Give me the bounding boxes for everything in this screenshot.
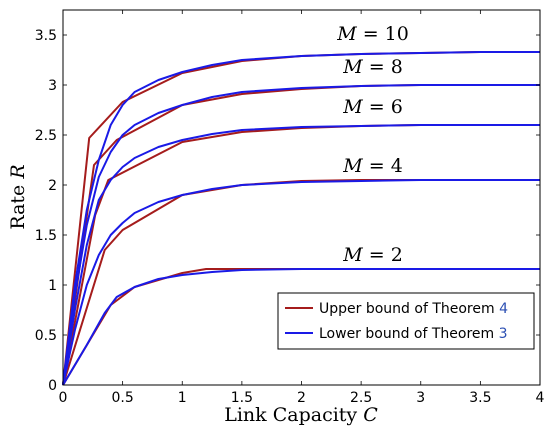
x-tick-label: 3 bbox=[416, 390, 425, 406]
series-line-2-lower bbox=[62, 268, 540, 386]
curve-label-m4: M = 4 bbox=[342, 155, 403, 177]
y-tick-label: 0 bbox=[48, 378, 57, 394]
y-tick-label: 1.5 bbox=[35, 228, 57, 244]
x-axis-title: Link Capacity C bbox=[224, 404, 378, 426]
y-tick-label: 0.5 bbox=[35, 328, 57, 344]
y-tick-label: 1 bbox=[48, 278, 57, 294]
y-tick-label: 3 bbox=[48, 78, 57, 94]
legend: Upper bound of Theorem 4 Lower bound of … bbox=[277, 292, 535, 350]
curve-labels: M = 10 M = 8 M = 6 M = 4 M = 2 bbox=[336, 23, 409, 266]
x-tick-label: 2.5 bbox=[350, 390, 372, 406]
y-tick-label: 2 bbox=[48, 178, 57, 194]
curve-label-m6: M = 6 bbox=[342, 96, 403, 118]
series-line-8-lower bbox=[62, 84, 540, 386]
y-axis-title: Rate R bbox=[7, 164, 29, 229]
x-tick-label: 0 bbox=[59, 390, 68, 406]
x-tick-label: 2 bbox=[297, 390, 306, 406]
x-tick-label: 1.5 bbox=[231, 390, 253, 406]
legend-entry-upper: Upper bound of Theorem 4 bbox=[319, 301, 508, 317]
series-layer bbox=[62, 51, 540, 386]
curve-label-m10: M = 10 bbox=[336, 23, 409, 45]
curve-label-m8: M = 8 bbox=[342, 56, 403, 78]
x-tick-label: 1 bbox=[178, 390, 187, 406]
ticks-layer: 0 0.5 1 1.5 2 2.5 3 3.5 4 0 0.5 1 1.5 2 2.5 3 3.5 bbox=[35, 10, 545, 406]
series-line-4-upper bbox=[62, 179, 540, 386]
x-tick-label: 0.5 bbox=[111, 390, 133, 406]
x-tick-label: 4 bbox=[536, 390, 545, 406]
y-tick-label: 3.5 bbox=[35, 28, 57, 44]
series-line-10-lower bbox=[62, 51, 540, 386]
y-tick-label: 2.5 bbox=[35, 128, 57, 144]
legend-box bbox=[277, 292, 535, 350]
series-line-6-lower bbox=[62, 124, 540, 386]
series-line-4-lower bbox=[62, 179, 540, 386]
x-tick-label: 3.5 bbox=[469, 390, 491, 406]
curve-label-m2: M = 2 bbox=[342, 244, 403, 266]
legend-entry-lower: Lower bound of Theorem 3 bbox=[319, 326, 508, 342]
